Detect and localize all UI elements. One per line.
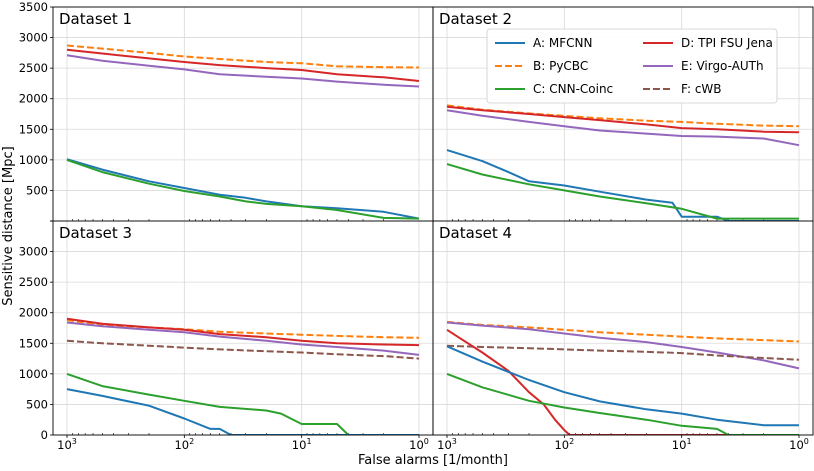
legend-item-F: F: cWB — [643, 82, 722, 96]
x-tick-label: 101 — [672, 437, 692, 452]
legend-frame — [486, 28, 778, 104]
series-B — [66, 319, 420, 339]
legend: A: MFCNN B: PyCBC C: CNN-Coinc D: TPI FSU J… — [486, 28, 778, 104]
legend-item-C: C: CNN-Coinc — [495, 82, 613, 96]
series-F — [446, 344, 800, 361]
legend-label: F: cWB — [681, 82, 722, 96]
panel-4: 103 102 101 100 Dataset 4 — [432, 220, 814, 452]
y-tick-label: 1000 — [19, 367, 48, 381]
series-group — [446, 320, 800, 435]
y-tick-label: 2000 — [19, 92, 48, 106]
series-C — [66, 372, 419, 435]
legend-item-B: B: PyCBC — [495, 59, 588, 73]
x-tick-label: 102 — [554, 437, 574, 452]
panel-title: Dataset 3 — [59, 224, 132, 242]
legend-label: A: MFCNN — [533, 36, 592, 50]
series-C — [446, 163, 799, 220]
series-B — [446, 104, 800, 128]
y-tick-label: 2500 — [19, 61, 48, 75]
x-axis-label: False alarms [1/month] — [358, 453, 508, 468]
series-D — [446, 105, 800, 134]
legend-label: E: Virgo-AUTh — [681, 59, 764, 73]
legend-label: B: PyCBC — [533, 59, 588, 73]
y-tick-label: 2000 — [19, 306, 48, 320]
x-tick-label: 102 — [174, 437, 194, 452]
y-tick-label: 3500 — [19, 0, 48, 14]
grid — [433, 220, 813, 436]
x-tick-label: 101 — [292, 437, 312, 452]
y-tick-label: 1500 — [19, 336, 48, 350]
legend-item-A: A: MFCNN — [495, 36, 592, 50]
series-D — [66, 48, 420, 82]
y-tick-label: 1500 — [19, 122, 48, 136]
y-tick-label: 3000 — [19, 245, 48, 259]
series-group — [66, 317, 420, 435]
series-A — [446, 149, 799, 221]
series-C — [66, 158, 420, 220]
series-E — [446, 109, 800, 147]
series-D — [66, 317, 420, 347]
panel-title: Dataset 4 — [439, 224, 512, 242]
y-tick-label: 0 — [41, 428, 48, 442]
panel-title: Dataset 2 — [439, 10, 512, 28]
panel-3: 0 500 1000 1500 2000 2500 3000 103 102 101 100 Data… — [19, 220, 434, 452]
series-C — [446, 372, 799, 435]
series-A — [446, 345, 799, 427]
x-tick-label: 103 — [437, 437, 457, 452]
x-tick-label: 100 — [409, 437, 429, 452]
series-D — [446, 328, 799, 435]
series-E — [66, 321, 420, 356]
panel-frame — [52, 6, 434, 222]
legend-label: C: CNN-Coinc — [533, 82, 613, 96]
legend-item-D: D: TPI FSU Jena — [643, 36, 773, 50]
series-group — [446, 104, 800, 221]
y-axis-label: Sensitive distance [Mpc] — [1, 146, 16, 305]
y-tick-label: 1000 — [19, 153, 48, 167]
legend-item-E: E: Virgo-AUTh — [643, 59, 764, 73]
panel-title: Dataset 1 — [59, 10, 132, 28]
y-tick-label: 500 — [26, 397, 48, 411]
series-B — [66, 44, 420, 69]
y-tick-label: 3000 — [19, 31, 48, 45]
y-tick-label: 2500 — [19, 275, 48, 289]
grid — [53, 6, 433, 222]
legend-label: D: TPI FSU Jena — [681, 36, 773, 50]
series-group — [66, 44, 420, 220]
series-E — [66, 54, 420, 88]
x-tick-label: 100 — [789, 437, 809, 452]
grid — [53, 220, 433, 436]
x-tick-label: 103 — [57, 437, 77, 452]
y-tick-label: 500 — [26, 183, 48, 197]
series-B — [446, 320, 800, 343]
panel-frame — [432, 220, 814, 436]
series-A — [66, 388, 419, 435]
panel-frame — [52, 220, 434, 436]
series-A — [66, 158, 420, 220]
series-F — [66, 339, 420, 360]
panel-1: 500 1000 1500 2000 2500 3000 3500 Dataset 1 — [19, 0, 434, 222]
series-E — [446, 321, 800, 370]
